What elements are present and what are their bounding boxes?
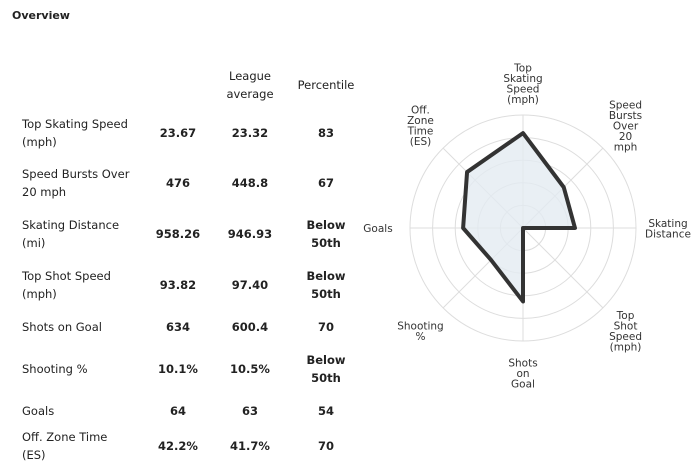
stat-value: 476 <box>165 176 190 190</box>
stat-label: Skating Distance (mi) <box>22 217 120 250</box>
stat-value: 64 <box>169 404 186 418</box>
axis-label: Shooting% <box>397 320 444 343</box>
axis-label: Goals <box>363 223 392 235</box>
header-blank <box>142 62 214 108</box>
column-header: Percentile <box>297 78 355 92</box>
axis-label: Speed Bursts Over 20 mph <box>609 99 642 153</box>
table-row: Shots on Goal 634 600.4 70 <box>14 310 366 344</box>
page-title: Overview <box>12 9 70 22</box>
table-row: Off. Zone Time (ES) 42.2% 41.7% 70 <box>14 428 366 464</box>
stat-value: 83 <box>317 126 334 140</box>
stat-value: 70 <box>317 320 334 334</box>
stat-label: Top Shot Speed (mph) <box>22 268 111 301</box>
stat-value: 97.40 <box>231 277 269 292</box>
stat-label: Shots on Goal <box>22 320 102 334</box>
stat-value: 946.93 <box>227 226 273 241</box>
stat-value: Below 50th <box>306 353 346 385</box>
stat-label: Shooting % <box>22 362 88 376</box>
table-row: Skating Distance (mi) 958.26 946.93 Below 5… <box>14 208 366 259</box>
stat-value: 63 <box>241 404 258 418</box>
stat-label: Top Skating Speed (mph) <box>22 117 128 149</box>
stat-value: 10.1% <box>158 362 198 376</box>
stat-value: Below 50th <box>306 268 346 301</box>
stat-value: 41.7% <box>230 439 270 453</box>
stat-value: 54 <box>317 404 334 418</box>
axis-label: Top Shot Speed (mph) <box>609 310 642 354</box>
stat-value: 958.26 <box>155 226 201 241</box>
stat-value: 634 <box>165 320 190 334</box>
column-header: League average <box>226 69 274 101</box>
stat-value: 42.2% <box>158 439 198 453</box>
table-row: Top Shot Speed (mph) 93.82 97.40 Below 50th <box>14 259 366 310</box>
table-row: Top Skating Speed (mph) 23.67 23.32 83 <box>14 108 366 158</box>
radar-area <box>461 131 577 304</box>
stat-value: 23.67 <box>159 126 197 140</box>
axis-label: Top Skating Speed (mph) <box>503 62 542 106</box>
stat-value: 67 <box>317 176 334 190</box>
stat-value: 23.32 <box>231 126 269 140</box>
stat-label: Goals <box>22 404 55 418</box>
stat-value: 70 <box>317 439 334 453</box>
stat-value: 448.8 <box>231 176 269 190</box>
stat-label: Off. Zone Time (ES) <box>22 430 108 462</box>
radar-chart: Top Skating Speed (mph) Speed Bursts Over 20 mph… <box>363 62 691 391</box>
stat-value: Below 50th <box>306 217 346 250</box>
stat-value: 10.5% <box>230 362 270 376</box>
table-row: Speed Bursts Over 20 mph 476 448.8 67 <box>14 158 366 208</box>
axis-label: Skating Distance <box>645 218 691 241</box>
table-row: Goals 64 63 54 <box>14 394 366 428</box>
stat-value: 600.4 <box>231 320 269 334</box>
stats-table: League average Percentile Top Skating Sp… <box>14 62 366 464</box>
stat-label: Speed Bursts Over 20 mph <box>22 167 130 199</box>
header-blank <box>14 62 142 108</box>
spoke <box>522 227 604 309</box>
stat-value: 93.82 <box>159 277 197 292</box>
axis-label: Shots on Goal <box>508 358 537 391</box>
table-row: Shooting % 10.1% 10.5% Below 50th <box>14 344 366 394</box>
axis-label: Off. Zone Time (ES) <box>407 105 434 149</box>
